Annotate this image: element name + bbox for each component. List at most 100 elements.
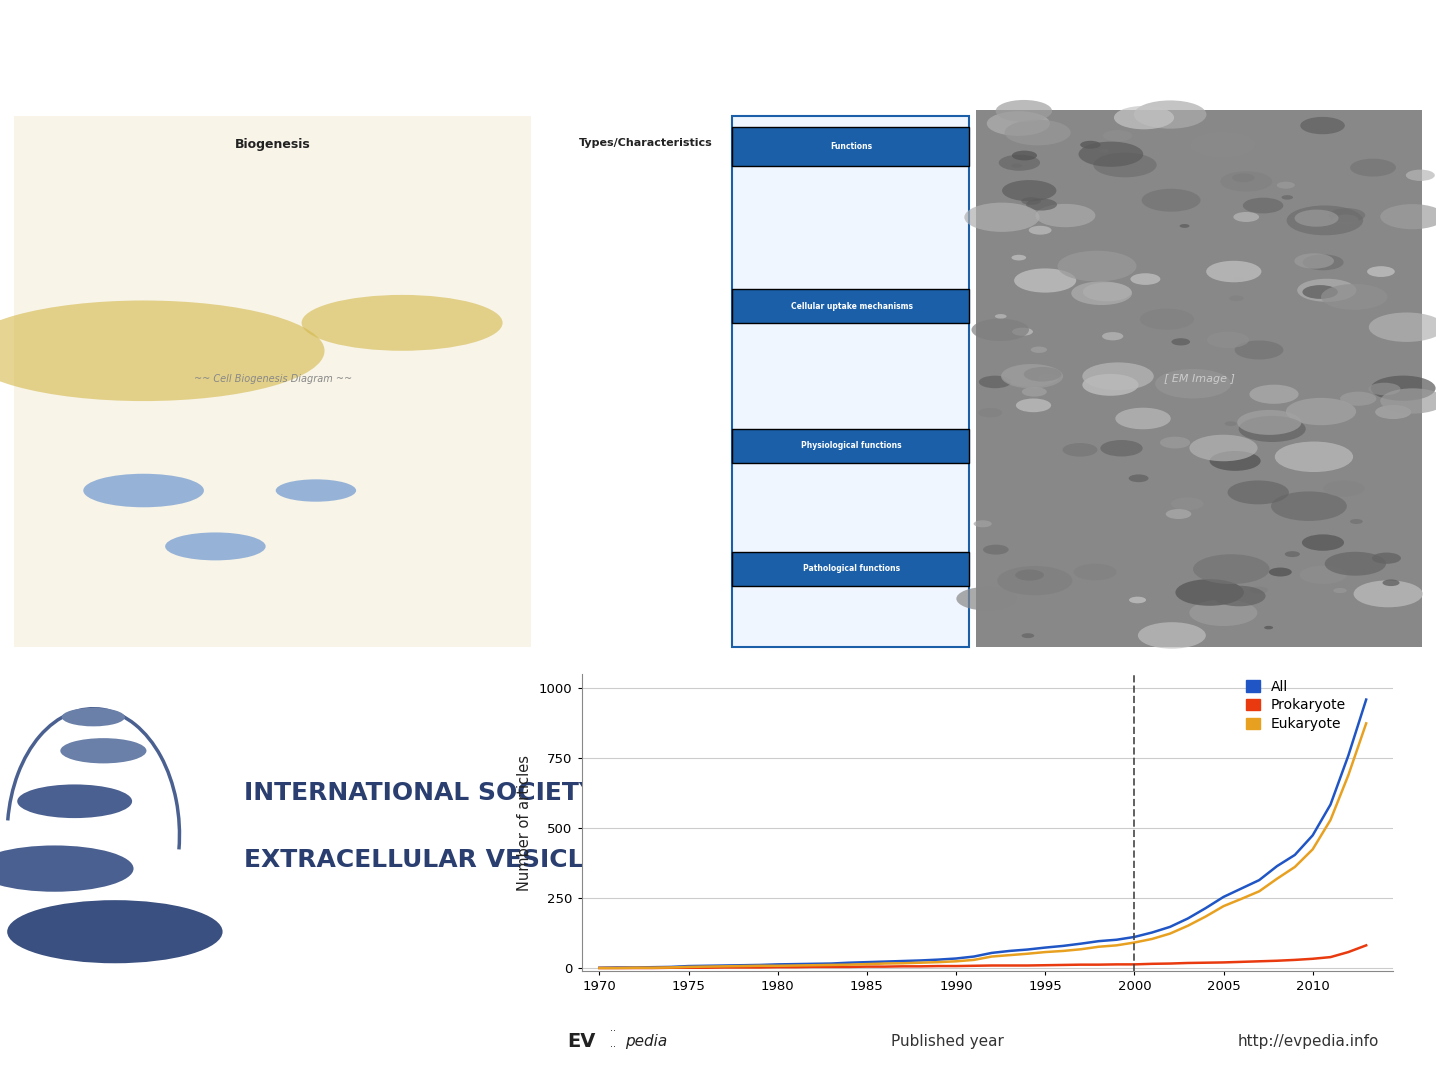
Circle shape bbox=[979, 375, 1011, 388]
Circle shape bbox=[1234, 211, 1259, 222]
Circle shape bbox=[1300, 565, 1347, 584]
Eukaryote bbox=[734, 959, 751, 972]
Eukaryote bbox=[609, 961, 626, 974]
Prokaryote bbox=[1001, 959, 1018, 972]
Text: Cellular uptake mechanisms: Cellular uptake mechanisms bbox=[791, 301, 912, 311]
Circle shape bbox=[1027, 199, 1057, 210]
Circle shape bbox=[1031, 346, 1047, 353]
Circle shape bbox=[1028, 226, 1051, 234]
Circle shape bbox=[1238, 410, 1301, 435]
Circle shape bbox=[956, 587, 1017, 611]
Prokaryote bbox=[823, 960, 840, 973]
FancyBboxPatch shape bbox=[14, 117, 531, 647]
Eukaryote bbox=[804, 959, 821, 972]
FancyBboxPatch shape bbox=[732, 127, 969, 166]
All bbox=[1340, 749, 1357, 762]
Circle shape bbox=[62, 708, 125, 726]
Text: Biogenesis: Biogenesis bbox=[236, 138, 310, 151]
Prokaryote bbox=[1126, 958, 1143, 971]
Eukaryote bbox=[770, 959, 787, 972]
Circle shape bbox=[972, 318, 1030, 341]
Circle shape bbox=[1015, 570, 1044, 581]
Circle shape bbox=[1155, 369, 1231, 398]
Circle shape bbox=[1189, 600, 1258, 626]
Circle shape bbox=[1080, 140, 1100, 149]
Prokaryote bbox=[876, 960, 893, 973]
Text: INTERNATIONAL SOCIETY FOR: INTERNATIONAL SOCIETY FOR bbox=[244, 781, 663, 805]
All bbox=[1126, 930, 1143, 943]
Circle shape bbox=[1350, 519, 1363, 524]
Eukaryote bbox=[662, 961, 679, 974]
Prokaryote bbox=[1215, 956, 1232, 969]
Circle shape bbox=[1011, 255, 1027, 260]
Text: Physiological functions: Physiological functions bbox=[801, 441, 902, 450]
Circle shape bbox=[1021, 197, 1041, 205]
Eukaryote bbox=[965, 954, 982, 967]
Eukaryote bbox=[912, 956, 929, 969]
Eukaryote bbox=[1054, 944, 1071, 957]
Circle shape bbox=[1294, 254, 1334, 269]
Prokaryote bbox=[929, 959, 946, 972]
Circle shape bbox=[1083, 363, 1153, 391]
Circle shape bbox=[1078, 141, 1143, 167]
All bbox=[876, 955, 893, 968]
Eukaryote bbox=[645, 961, 662, 974]
Prokaryote bbox=[609, 961, 626, 974]
Circle shape bbox=[1406, 169, 1435, 181]
Text: ··: ·· bbox=[610, 1026, 616, 1036]
Text: http://evpedia.info: http://evpedia.info bbox=[1238, 1034, 1379, 1049]
All bbox=[1232, 882, 1249, 894]
Prokaryote bbox=[948, 959, 965, 972]
Circle shape bbox=[1380, 204, 1436, 229]
Circle shape bbox=[1038, 374, 1058, 382]
Eukaryote bbox=[1215, 900, 1232, 913]
Circle shape bbox=[1179, 224, 1189, 228]
All bbox=[948, 952, 965, 965]
Y-axis label: Number of articles: Number of articles bbox=[517, 754, 531, 891]
Circle shape bbox=[1323, 480, 1364, 496]
Eukaryote bbox=[1232, 892, 1249, 905]
Prokaryote bbox=[1162, 957, 1179, 970]
Line: Eukaryote: Eukaryote bbox=[599, 723, 1366, 968]
Circle shape bbox=[1166, 509, 1192, 519]
Prokaryote bbox=[1268, 954, 1285, 967]
Circle shape bbox=[1083, 374, 1139, 396]
Text: EXTRACELLULAR VESICLES: EXTRACELLULAR VESICLES bbox=[244, 848, 619, 872]
Circle shape bbox=[1057, 250, 1136, 282]
Circle shape bbox=[995, 100, 1053, 122]
Circle shape bbox=[1160, 437, 1190, 449]
Circle shape bbox=[1234, 277, 1244, 281]
Circle shape bbox=[1116, 408, 1170, 429]
Eukaryote bbox=[1126, 937, 1143, 950]
Eukaryote bbox=[1323, 814, 1340, 827]
Prokaryote bbox=[751, 961, 768, 974]
Circle shape bbox=[1321, 284, 1387, 310]
Circle shape bbox=[1295, 209, 1338, 227]
All bbox=[1198, 902, 1215, 915]
All bbox=[929, 953, 946, 966]
Circle shape bbox=[1269, 568, 1292, 576]
Ellipse shape bbox=[0, 300, 325, 401]
Circle shape bbox=[1300, 117, 1346, 134]
Prokaryote bbox=[1323, 951, 1340, 964]
Circle shape bbox=[1035, 204, 1096, 228]
Legend: All, Prokaryote, Eukaryote: All, Prokaryote, Eukaryote bbox=[1242, 675, 1350, 736]
Prokaryote bbox=[1304, 953, 1321, 966]
Circle shape bbox=[1221, 172, 1272, 191]
All bbox=[1215, 890, 1232, 903]
Prokaryote bbox=[1251, 955, 1268, 968]
Circle shape bbox=[1190, 132, 1255, 158]
Circle shape bbox=[1350, 159, 1396, 177]
Eukaryote bbox=[1018, 947, 1035, 960]
Text: Types/Characteristics: Types/Characteristics bbox=[579, 138, 714, 149]
All bbox=[1268, 860, 1285, 873]
Eukaryote bbox=[1251, 885, 1268, 898]
Circle shape bbox=[1114, 106, 1175, 129]
Line: All: All bbox=[599, 699, 1366, 968]
Eukaryote bbox=[1340, 768, 1357, 781]
Circle shape bbox=[998, 154, 1040, 170]
All bbox=[1001, 944, 1018, 957]
Circle shape bbox=[1099, 149, 1109, 153]
Prokaryote bbox=[787, 960, 804, 973]
Circle shape bbox=[1015, 398, 1051, 412]
